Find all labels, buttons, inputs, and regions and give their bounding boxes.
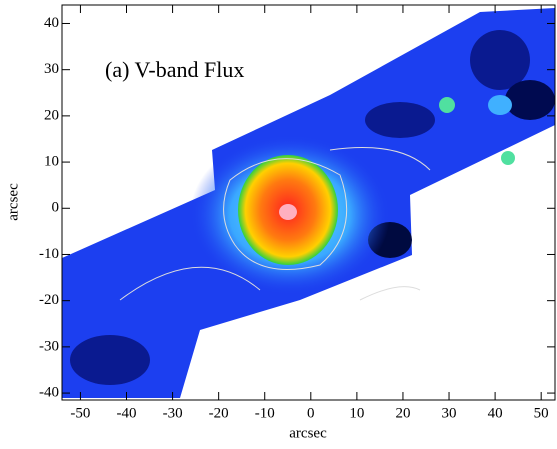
dark-patch — [470, 30, 530, 90]
knot — [488, 95, 512, 115]
dark-patch — [70, 335, 150, 385]
x-tick-label: 30 — [442, 405, 457, 421]
y-tick-label: -10 — [39, 246, 59, 262]
y-tick-label: 10 — [44, 154, 59, 170]
plot-frame — [61, 4, 556, 401]
x-tick-label: -40 — [117, 405, 137, 421]
y-tick-label: -20 — [39, 292, 59, 308]
knot — [439, 97, 455, 113]
contour — [119, 147, 431, 301]
x-axis-label: arcsec — [289, 425, 327, 441]
knot — [501, 151, 515, 165]
y-tick-label: 30 — [44, 61, 59, 77]
x-tick-label: -50 — [70, 405, 90, 421]
y-tick-label: -40 — [39, 385, 59, 401]
x-tick-label: -20 — [209, 405, 229, 421]
y-axis-label: arcsec — [5, 183, 21, 221]
nucleus — [279, 204, 297, 220]
y-tick-label: -30 — [39, 338, 59, 354]
dark-patch — [505, 80, 555, 120]
y-tick-label: 0 — [52, 200, 60, 216]
x-tick-label: 10 — [349, 405, 364, 421]
flux-map — [62, 8, 555, 398]
x-tick-label: 20 — [395, 405, 410, 421]
x-tick-label: -30 — [163, 405, 183, 421]
x-tick-label: -10 — [255, 405, 275, 421]
x-tick-label: 50 — [534, 405, 549, 421]
x-tick-label: 40 — [488, 405, 503, 421]
chart-title: (a) V-band Flux — [105, 57, 244, 82]
y-tick-label: 20 — [44, 107, 59, 123]
dark-patch — [365, 102, 435, 138]
y-tick-label: 40 — [44, 15, 59, 31]
x-tick-label: 0 — [307, 405, 315, 421]
